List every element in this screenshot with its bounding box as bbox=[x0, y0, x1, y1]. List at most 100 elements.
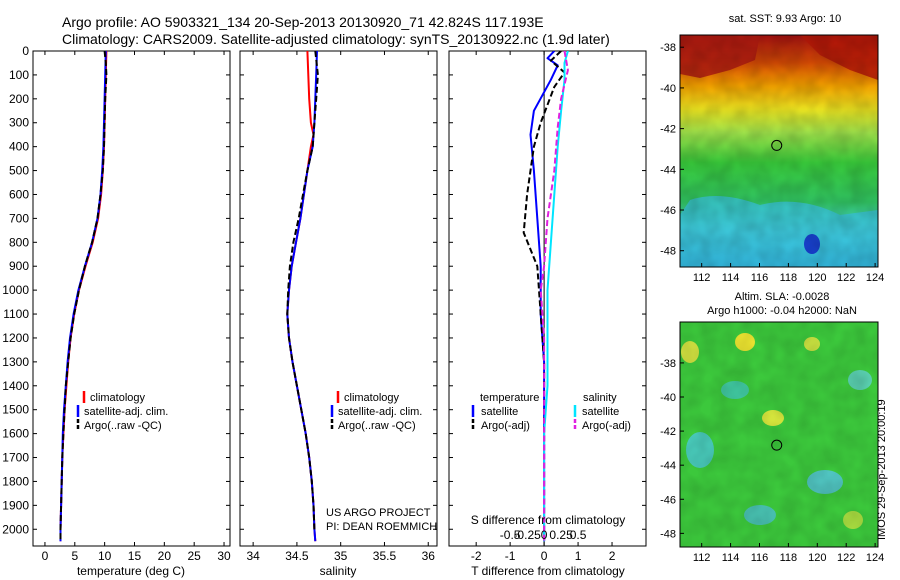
map-y-tick-label: -44 bbox=[660, 460, 676, 472]
legend-label-climatology: climatology bbox=[344, 392, 400, 404]
salinity-x-ticks: 34 34.5 35 35.5 36 bbox=[246, 51, 435, 563]
temperature-series-line bbox=[59, 51, 107, 542]
difference-x-tick-label: -1 bbox=[505, 549, 516, 563]
s-difference-tick-label: 0.25 bbox=[549, 528, 573, 542]
salinity-x-tick-label: 35.5 bbox=[373, 549, 397, 563]
depth-tick-label: 300 bbox=[9, 116, 29, 130]
difference-x-tick-label: -2 bbox=[471, 549, 482, 563]
argo-location-marker bbox=[771, 439, 783, 451]
temperature-series-line bbox=[59, 51, 108, 542]
depth-tick-label: 1300 bbox=[2, 355, 29, 369]
sla-map bbox=[679, 321, 879, 548]
difference-x-tick-label: 0 bbox=[541, 549, 548, 563]
depth-tick-label: 1200 bbox=[2, 331, 29, 345]
map-x-tick-label: 122 bbox=[837, 552, 855, 564]
depth-tick-label: 0 bbox=[22, 44, 29, 58]
map-x-tick-label: 124 bbox=[866, 272, 884, 284]
map-x-tick-label: 114 bbox=[722, 272, 740, 284]
salinity-profile-lines bbox=[286, 51, 319, 542]
legend-label-s-argo: Argo(-adj) bbox=[582, 420, 631, 432]
map-x-tick-label: 122 bbox=[837, 272, 855, 284]
s-difference-tick-label: 0 bbox=[541, 528, 548, 542]
difference-profile-lines bbox=[522, 51, 569, 542]
temperature-x-tick-label: 15 bbox=[128, 549, 142, 563]
sla-map-frame bbox=[679, 321, 879, 548]
salinity-series-line bbox=[286, 51, 318, 542]
map-y-tick-label: -44 bbox=[660, 164, 676, 176]
salinity-x-tick-label: 34.5 bbox=[285, 549, 309, 563]
map-x-tick-label: 112 bbox=[693, 552, 711, 564]
map-y-tick-label: -48 bbox=[660, 246, 676, 258]
sla-map-title-line1: Altim. SLA: -0.0028 bbox=[735, 291, 830, 303]
temperature-x-label: temperature (deg C) bbox=[77, 564, 185, 578]
salinity-x-label: salinity bbox=[320, 564, 357, 578]
map-y-tick-label: -42 bbox=[660, 426, 676, 438]
difference-series-line bbox=[543, 51, 569, 542]
map-y-tick-label: -42 bbox=[660, 124, 676, 136]
depth-tick-label: 900 bbox=[9, 259, 29, 273]
difference-legend: temperature satellite Argo(-adj) salinit… bbox=[471, 392, 631, 432]
map-x-tick-label: 120 bbox=[808, 552, 826, 564]
depth-tick-label: 800 bbox=[9, 235, 29, 249]
difference-axes-frame bbox=[448, 50, 647, 547]
imos-timestamp: IMOS 29-Sep-2013 20:00:19 bbox=[876, 399, 888, 540]
t-difference-x-label: T difference from climatology bbox=[471, 564, 625, 578]
map-x-tick-label: 116 bbox=[751, 552, 769, 564]
temperature-x-tick-label: 5 bbox=[71, 549, 78, 563]
temperature-axes-frame bbox=[32, 50, 231, 547]
figure-title-line1: Argo profile: AO 5903321_134 20-Sep-2013… bbox=[62, 14, 544, 30]
pi-label: PI: DEAN ROEMMICH bbox=[326, 521, 437, 533]
temperature-legend: climatology satellite-adj. clim. Argo(..… bbox=[76, 391, 168, 432]
sst-map-ticks: 112 114 116 118 120 122 124 -38 -40 -42 -44 -46 -48 bbox=[660, 42, 884, 284]
legend-group-temperature: temperature bbox=[480, 392, 539, 404]
sla-map-title-line2: Argo h1000: -0.04 h2000: NaN bbox=[707, 305, 857, 317]
map-y-tick-label: -40 bbox=[660, 392, 676, 404]
salinity-axes-frame bbox=[239, 50, 438, 547]
figure-title-line2: Climatology: CARS2009. Satellite-adjuste… bbox=[62, 31, 610, 47]
salinity-x-tick-label: 36 bbox=[422, 549, 436, 563]
difference-series-line bbox=[539, 51, 569, 542]
temperature-x-ticks: 0 5 10 15 20 25 30 bbox=[42, 51, 231, 563]
s-difference-tick-label: -0.5 bbox=[500, 528, 521, 542]
temperature-series-line bbox=[59, 51, 108, 542]
depth-tick-labels: 0 100 200 300 400 500 600 700 800 900 1000 1100 1200… bbox=[2, 44, 646, 536]
project-label: US ARGO PROJECT bbox=[326, 507, 431, 519]
depth-tick-label: 600 bbox=[9, 187, 29, 201]
legend-label-satellite-adj: satellite-adj. clim. bbox=[84, 406, 168, 418]
map-y-tick-label: -38 bbox=[660, 42, 676, 54]
salinity-series-line bbox=[286, 51, 319, 530]
s-difference-tick-labels: -0.5-0.25 0 0.250.5 bbox=[500, 528, 587, 542]
depth-tick-label: 500 bbox=[9, 164, 29, 178]
map-y-tick-label: -48 bbox=[660, 528, 676, 540]
temperature-x-tick-label: 30 bbox=[217, 549, 231, 563]
depth-tick-label: 1000 bbox=[2, 283, 29, 297]
legend-label-argo: Argo(..raw -QC) bbox=[84, 420, 162, 432]
legend-label-s-satellite: satellite bbox=[582, 406, 619, 418]
map-y-tick-label: -46 bbox=[660, 205, 676, 217]
sst-texture bbox=[680, 35, 878, 267]
s-difference-tick-label: 0.5 bbox=[570, 528, 587, 542]
depth-tick-label: 400 bbox=[9, 140, 29, 154]
sla-texture bbox=[680, 322, 878, 547]
depth-tick-label: 1500 bbox=[2, 403, 29, 417]
sst-map bbox=[679, 34, 879, 268]
map-x-tick-label: 112 bbox=[693, 272, 711, 284]
legend-label-t-argo: Argo(-adj) bbox=[481, 420, 530, 432]
depth-tick-label: 1100 bbox=[3, 307, 29, 321]
argo-location-marker bbox=[771, 139, 783, 151]
map-x-tick-label: 118 bbox=[780, 272, 798, 284]
sst-map-title: sat. SST: 9.93 Argo: 10 bbox=[729, 13, 842, 25]
map-x-tick-label: 116 bbox=[751, 272, 769, 284]
sla-map-ticks: 112 114 116 118 120 122 124 -38 -40 -42 -44 -46 -48 bbox=[660, 358, 884, 564]
temperature-profile-lines bbox=[59, 51, 108, 542]
depth-tick-label: 1600 bbox=[2, 427, 29, 441]
legend-label-t-satellite: satellite bbox=[481, 406, 518, 418]
legend-label-climatology: climatology bbox=[90, 392, 146, 404]
depth-tick-label: 100 bbox=[9, 68, 29, 82]
temperature-x-tick-label: 20 bbox=[158, 549, 172, 563]
difference-x-tick-label: 1 bbox=[575, 549, 582, 563]
s-difference-x-label: S difference from climatology bbox=[471, 513, 626, 527]
map-x-tick-label: 114 bbox=[722, 552, 740, 564]
depth-tick-label: 1400 bbox=[2, 379, 29, 393]
salinity-x-tick-label: 35 bbox=[334, 549, 348, 563]
